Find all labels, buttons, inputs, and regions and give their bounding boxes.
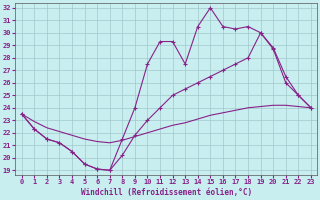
X-axis label: Windchill (Refroidissement éolien,°C): Windchill (Refroidissement éolien,°C): [81, 188, 252, 197]
